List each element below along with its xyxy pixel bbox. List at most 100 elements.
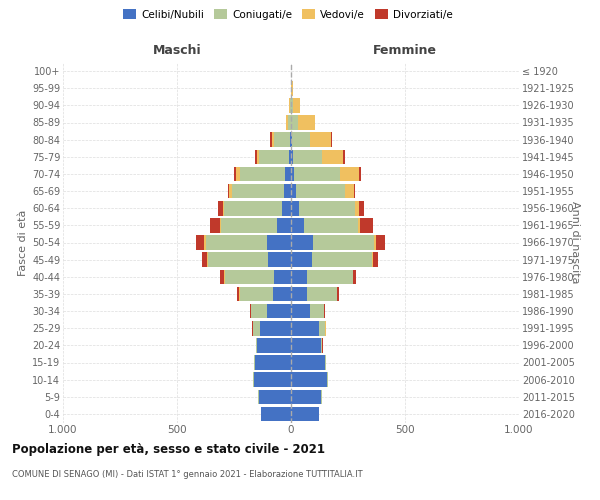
Bar	[340, 166, 359, 181]
Bar	[232, 184, 284, 198]
Bar	[259, 390, 291, 404]
Bar	[291, 252, 312, 267]
Bar	[327, 372, 328, 387]
Bar	[291, 201, 299, 216]
Bar	[236, 286, 239, 301]
Bar	[291, 372, 327, 387]
Bar	[258, 390, 259, 404]
Bar	[310, 304, 324, 318]
Bar	[360, 218, 373, 232]
Bar	[374, 235, 376, 250]
Bar	[359, 166, 361, 181]
Bar	[274, 270, 291, 284]
Y-axis label: Anni di nascita: Anni di nascita	[570, 201, 580, 284]
Y-axis label: Fasce di età: Fasce di età	[17, 210, 28, 276]
Bar	[202, 252, 207, 267]
Bar	[208, 252, 268, 267]
Bar	[313, 235, 374, 250]
Bar	[220, 270, 224, 284]
Bar	[284, 184, 291, 198]
Bar	[293, 98, 299, 112]
Bar	[304, 218, 358, 232]
Bar	[274, 132, 290, 147]
Bar	[224, 201, 282, 216]
Bar	[319, 321, 325, 336]
Bar	[286, 115, 287, 130]
Bar	[343, 150, 344, 164]
Bar	[256, 338, 257, 352]
Bar	[240, 286, 273, 301]
Bar	[253, 372, 254, 387]
Bar	[257, 150, 259, 164]
Bar	[259, 150, 289, 164]
Bar	[293, 150, 322, 164]
Bar	[291, 355, 325, 370]
Bar	[291, 150, 293, 164]
Bar	[225, 270, 274, 284]
Bar	[255, 355, 291, 370]
Bar	[196, 235, 205, 250]
Bar	[310, 132, 331, 147]
Bar	[291, 390, 321, 404]
Bar	[271, 132, 272, 147]
Bar	[257, 338, 291, 352]
Bar	[287, 115, 291, 130]
Bar	[223, 201, 224, 216]
Bar	[250, 304, 251, 318]
Bar	[292, 81, 293, 96]
Bar	[221, 218, 277, 232]
Bar	[282, 201, 291, 216]
Bar	[291, 304, 310, 318]
Bar	[205, 235, 267, 250]
Bar	[373, 252, 378, 267]
Bar	[372, 252, 373, 267]
Bar	[291, 218, 304, 232]
Text: COMUNE DI SENAGO (MI) - Dati ISTAT 1° gennaio 2021 - Elaborazione TUTTITALIA.IT: COMUNE DI SENAGO (MI) - Dati ISTAT 1° ge…	[12, 470, 362, 479]
Bar	[252, 321, 253, 336]
Bar	[376, 235, 385, 250]
Bar	[291, 184, 296, 198]
Bar	[220, 218, 221, 232]
Bar	[289, 150, 291, 164]
Bar	[324, 304, 325, 318]
Legend: Celibi/Nubili, Coniugati/e, Vedovi/e, Divorziati/e: Celibi/Nubili, Coniugati/e, Vedovi/e, Di…	[119, 5, 457, 24]
Bar	[268, 252, 291, 267]
Bar	[234, 166, 236, 181]
Bar	[254, 150, 257, 164]
Bar	[277, 218, 291, 232]
Bar	[355, 201, 359, 216]
Bar	[359, 201, 364, 216]
Bar	[292, 132, 310, 147]
Bar	[353, 270, 356, 284]
Bar	[291, 235, 313, 250]
Bar	[260, 321, 291, 336]
Bar	[291, 132, 292, 147]
Bar	[267, 235, 291, 250]
Bar	[254, 355, 255, 370]
Bar	[254, 372, 291, 387]
Bar	[290, 98, 291, 112]
Bar	[299, 201, 355, 216]
Bar	[337, 286, 339, 301]
Bar	[267, 304, 291, 318]
Bar	[331, 132, 332, 147]
Bar	[291, 321, 319, 336]
Text: Femmine: Femmine	[373, 44, 437, 58]
Bar	[291, 338, 322, 352]
Bar	[272, 132, 274, 147]
Bar	[291, 406, 319, 421]
Bar	[236, 166, 240, 181]
Bar	[291, 98, 293, 112]
Bar	[291, 286, 307, 301]
Bar	[307, 270, 353, 284]
Bar	[229, 184, 232, 198]
Bar	[207, 252, 208, 267]
Bar	[358, 218, 360, 232]
Bar	[344, 184, 354, 198]
Bar	[218, 201, 223, 216]
Bar	[312, 252, 372, 267]
Bar	[210, 218, 220, 232]
Bar	[273, 286, 291, 301]
Bar	[298, 115, 315, 130]
Text: Popolazione per età, sesso e stato civile - 2021: Popolazione per età, sesso e stato civil…	[12, 442, 325, 456]
